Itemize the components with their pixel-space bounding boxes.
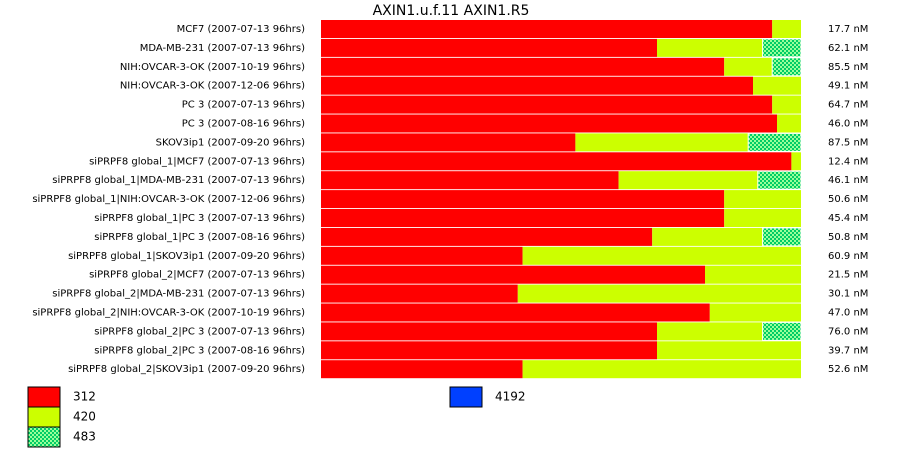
bar-segment	[321, 76, 753, 95]
bar-segment	[321, 20, 773, 38]
row-label: siPRPF8 global_1|NIH:OVCAR-3-OK (2007-12…	[32, 194, 305, 205]
bar-segment	[517, 284, 801, 303]
legend-swatch	[27, 406, 61, 428]
bar-segment	[522, 360, 801, 379]
bar-segment	[321, 227, 653, 246]
row-label: NIH:OVCAR-3-OK (2007-12-06 96hrs)	[120, 81, 305, 92]
row-label: MDA-MB-231 (2007-07-13 96hrs)	[140, 43, 305, 54]
row-label: SKOV3ip1 (2007-09-20 96hrs)	[156, 137, 306, 148]
concentration-label: 50.8 nM	[828, 232, 868, 243]
row-label: PC 3 (2007-08-16 96hrs)	[182, 119, 305, 130]
row-label: siPRPF8 global_2|MDA-MB-231 (2007-07-13 …	[52, 289, 305, 300]
bar-segment	[652, 227, 763, 246]
row-label: siPRPF8 global_1|PC 3 (2007-08-16 96hrs)	[94, 232, 305, 243]
bar-segment	[321, 152, 792, 171]
bar-segment	[321, 57, 725, 76]
bar-segment	[747, 132, 802, 152]
bar-segment	[522, 246, 801, 265]
legend-swatch	[27, 386, 61, 408]
legend-label: 4192	[495, 390, 526, 404]
concentration-label: 45.4 nM	[828, 213, 868, 224]
bar-segment	[321, 265, 705, 284]
bar-segment	[705, 265, 801, 284]
bar-segment	[709, 303, 801, 322]
concentration-label: 39.7 nM	[828, 345, 868, 356]
bar-segment	[321, 303, 710, 322]
bar-segment	[321, 171, 619, 190]
row-label: siPRPF8 global_1|MCF7 (2007-07-13 96hrs)	[89, 156, 305, 167]
row-label: siPRPF8 global_2|MCF7 (2007-07-13 96hrs)	[89, 270, 305, 281]
row-label: siPRPF8 global_2|NIH:OVCAR-3-OK (2007-10…	[32, 308, 305, 319]
concentration-label: 46.1 nM	[828, 175, 868, 186]
legend-swatch	[27, 426, 61, 448]
bar-segment	[321, 190, 725, 209]
concentration-label: 85.5 nM	[828, 62, 868, 73]
bar-segment	[724, 190, 801, 209]
concentration-label: 52.6 nM	[828, 364, 868, 375]
concentration-label: 47.0 nM	[828, 308, 868, 319]
bar-segment	[575, 133, 749, 152]
legend-label: 420	[73, 410, 96, 424]
concentration-label: 30.1 nM	[828, 289, 868, 300]
bar-segment	[777, 114, 801, 133]
bar-segment	[772, 20, 801, 38]
row-label: siPRPF8 global_2|PC 3 (2007-08-16 96hrs)	[94, 345, 305, 356]
bar-segment	[757, 170, 802, 190]
legend-label: 312	[73, 390, 96, 404]
bar-segment	[762, 227, 802, 247]
concentration-label: 49.1 nM	[828, 81, 868, 92]
bar-segment	[762, 38, 802, 58]
bar-segment	[321, 133, 576, 152]
bar-segment	[772, 95, 801, 114]
bar-segment	[657, 38, 763, 57]
bar-segment	[321, 284, 518, 303]
row-label: siPRPF8 global_2|PC 3 (2007-07-13 96hrs)	[94, 326, 305, 337]
bar-segment	[791, 152, 801, 171]
bar-segment	[724, 57, 773, 76]
concentration-label: 62.1 nM	[828, 43, 868, 54]
concentration-label: 46.0 nM	[828, 119, 868, 130]
concentration-label: 21.5 nM	[828, 270, 868, 281]
concentration-label: 12.4 nM	[828, 156, 868, 167]
row-label: PC 3 (2007-07-13 96hrs)	[182, 100, 305, 111]
chart-title: AXIN1.u.f.11 AXIN1.R5	[373, 3, 530, 19]
bar-segment	[657, 341, 801, 360]
row-label: siPRPF8 global_1|PC 3 (2007-07-13 96hrs)	[94, 213, 305, 224]
legend-swatch	[449, 386, 483, 408]
bar-segment	[762, 321, 802, 341]
bar-segment	[724, 209, 801, 227]
concentration-label: 50.6 nM	[828, 194, 868, 205]
legend-label: 483	[73, 430, 96, 444]
bar-segment	[657, 322, 763, 341]
bar-segment	[321, 209, 725, 227]
concentration-label: 60.9 nM	[828, 251, 868, 262]
row-label: MCF7 (2007-07-13 96hrs)	[177, 24, 305, 35]
concentration-label: 76.0 nM	[828, 326, 868, 337]
row-label: siPRPF8 global_1|SKOV3ip1 (2007-09-20 96…	[68, 251, 305, 262]
row-label: NIH:OVCAR-3-OK (2007-10-19 96hrs)	[120, 62, 305, 73]
bar-segment	[321, 38, 657, 57]
bar-segment	[771, 57, 802, 77]
concentration-label: 17.7 nM	[828, 24, 868, 35]
concentration-label: 87.5 nM	[828, 137, 868, 148]
row-label: siPRPF8 global_2|SKOV3ip1 (2007-09-20 96…	[68, 364, 305, 375]
row-label: siPRPF8 global_1|MDA-MB-231 (2007-07-13 …	[52, 175, 305, 186]
bar-segment	[321, 114, 777, 133]
bar-segment	[321, 360, 523, 379]
bar-segment	[321, 341, 657, 360]
bar-segment	[618, 171, 758, 190]
bar-segment	[753, 76, 801, 95]
bar-segment	[321, 95, 773, 114]
bar-segment	[321, 322, 657, 341]
concentration-label: 64.7 nM	[828, 100, 868, 111]
bar-segment	[321, 246, 523, 265]
